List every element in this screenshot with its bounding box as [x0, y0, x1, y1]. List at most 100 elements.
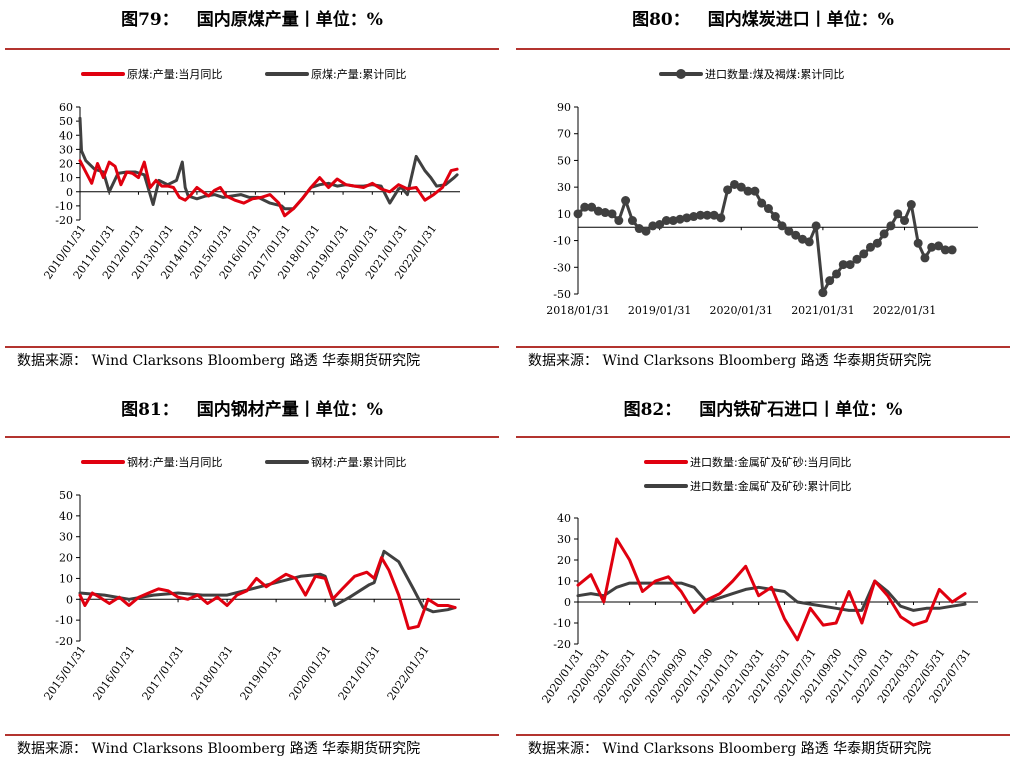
source-rule [516, 734, 1010, 736]
panel-fig80: 图80： 国内煤炭进口丨单位：% 进口数量:煤及褐煤:累计同比 -50 -30 -10 1… [516, 0, 1010, 380]
series-point [655, 220, 665, 230]
y-tick-label: 50 [557, 154, 571, 167]
figure-title: 国内铁矿石进口丨单位：% [699, 400, 903, 420]
series-point [587, 202, 597, 212]
series-point [893, 209, 903, 219]
y-tick-label: -10 [55, 200, 73, 213]
series-point [621, 196, 631, 205]
y-tick-label: -20 [55, 635, 73, 648]
series-point [804, 237, 814, 247]
legend-label: 原煤:产量:当月同比 [127, 67, 222, 81]
x-tick-label: 2021/01/31 [336, 643, 383, 702]
figure-title: 国内煤炭进口丨单位：% [707, 10, 894, 30]
series-point [689, 212, 699, 222]
series-point [648, 221, 658, 231]
series-point [818, 288, 828, 298]
y-tick-label: 30 [59, 531, 73, 544]
panel-title: 图80： 国内煤炭进口丨单位：% [516, 0, 1010, 40]
y-tick-label: 10 [59, 172, 73, 185]
y-tick-label: 50 [59, 115, 73, 128]
y-tick-label: -10 [553, 617, 571, 630]
legend-item: 原煤:产量:累计同比 [265, 67, 406, 81]
series-point [797, 234, 807, 244]
legend-item: 钢材:产量:累计同比 [265, 455, 406, 469]
series-line [576, 537, 967, 642]
series-point [668, 216, 678, 226]
figure-number: 图81： [121, 400, 179, 420]
legend-label: 钢材:产量:累计同比 [311, 455, 406, 469]
title-rule [516, 48, 1010, 50]
y-tick-label: 30 [59, 143, 73, 156]
series-point [791, 230, 801, 240]
series-point [634, 224, 644, 234]
series-point [573, 209, 583, 219]
series-point [723, 185, 733, 195]
series-point [845, 260, 855, 270]
series-point [940, 245, 950, 255]
x-tick-label: 2020/01/31 [287, 643, 334, 702]
y-tick-label: -50 [553, 288, 571, 301]
y-tick-label: 30 [557, 533, 571, 546]
chart-coal-import: 进口数量:煤及褐煤:累计同比 -50 -30 -10 10 30 50 70 90 2018/01… [546, 67, 978, 317]
data-source: 数据来源： Wind Clarksons Bloomberg 路透 华泰期货研究… [17, 741, 421, 757]
series-point [614, 216, 624, 226]
legend-label: 原煤:产量:累计同比 [311, 67, 406, 81]
legend-item: 进口数量:金属矿及矿砂:累计同比 [644, 479, 851, 493]
x-tick-label: 2019/01/31 [238, 643, 285, 702]
series-point [729, 179, 739, 189]
legend-label: 进口数量:金属矿及矿砂:当月同比 [690, 455, 851, 469]
y-tick-label: 0 [564, 596, 571, 609]
data-source: 数据来源： Wind Clarksons Bloomberg 路透 华泰期货研究… [528, 741, 932, 757]
series-point [750, 186, 760, 196]
series-point [770, 212, 780, 222]
figure-number: 图79： [121, 10, 179, 30]
legend-label: 进口数量:煤及褐煤:累计同比 [705, 67, 844, 81]
x-tick-label: 2019/01/31 [628, 304, 691, 317]
y-tick-label: -20 [553, 638, 571, 651]
series-point [600, 208, 610, 218]
chart-steel-production: 钢材:产量:当月同比 钢材:产量:累计同比 -20 -10 0 10 20 30 40 50 201… [41, 455, 460, 703]
series-line [78, 116, 459, 211]
source-rule [5, 734, 499, 736]
title-rule [516, 436, 1010, 438]
panel-fig79: 图79： 国内原煤产量丨单位：% 原煤:产量:当月同比 原煤:产量:累计同比 -20-… [5, 0, 499, 380]
series-point [641, 226, 651, 236]
series-point [913, 238, 923, 248]
series-point [838, 260, 848, 270]
x-tick-label: 2016/01/31 [90, 643, 137, 702]
figure-number: 图80： [632, 10, 690, 30]
series-point [852, 254, 862, 264]
panel-title: 图81： 国内钢材产量丨单位：% [5, 390, 499, 430]
series-point [661, 216, 671, 226]
series-point [879, 229, 889, 239]
legend-item: 原煤:产量:当月同比 [81, 67, 222, 81]
y-tick-label: -20 [55, 214, 73, 227]
series-point [811, 221, 821, 231]
series-point [695, 210, 705, 220]
y-tick-label: -10 [55, 614, 73, 627]
legend-item: 进口数量:煤及褐煤:累计同比 [659, 67, 844, 81]
series-point [900, 216, 910, 226]
y-tick-label: 30 [557, 181, 571, 194]
y-tick-label: 70 [557, 128, 571, 141]
panel-title: 图82： 国内铁矿石进口丨单位：% [516, 390, 1010, 430]
series-point [743, 186, 753, 196]
series-point [784, 226, 794, 236]
series-point [859, 249, 869, 259]
series-point [906, 200, 916, 210]
panel-title: 图79： 国内原煤产量丨单位：% [5, 0, 499, 40]
title-rule [5, 48, 499, 50]
legend-label: 钢材:产量:当月同比 [127, 455, 222, 469]
series-point [736, 182, 746, 192]
figure-number: 图82： [623, 400, 682, 420]
x-tick-label: 2017/01/31 [140, 643, 187, 702]
series-point [934, 241, 944, 251]
y-tick-label: 20 [557, 554, 571, 567]
series-point [607, 209, 617, 219]
y-tick-label: 60 [59, 101, 73, 114]
data-source: 数据来源： Wind Clarksons Bloomberg 路透 华泰期货研究… [528, 353, 932, 369]
x-tick-label: 2020/01/31 [710, 304, 773, 317]
x-tick-label: 2015/01/31 [41, 643, 88, 702]
x-tick-label: 2022/01/31 [385, 643, 432, 702]
